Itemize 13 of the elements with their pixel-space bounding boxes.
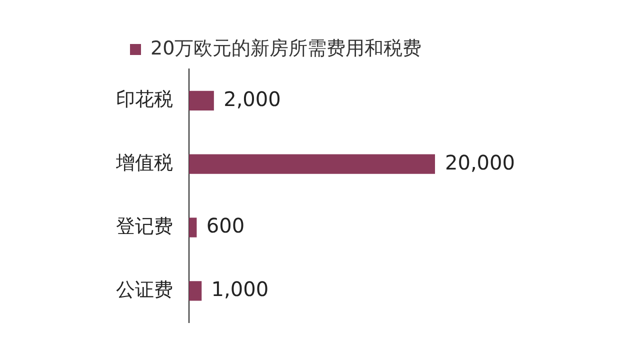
y-tick-label: 印花税 xyxy=(116,88,173,111)
bar xyxy=(189,154,435,174)
y-tick-label: 登记费 xyxy=(116,215,173,238)
data-label: 2,000 xyxy=(224,86,281,111)
legend-label: 20万欧元的新房所需费用和税费 xyxy=(150,37,422,60)
bar xyxy=(189,218,197,238)
y-tick-label: 增值税 xyxy=(115,152,173,174)
bar xyxy=(189,281,202,301)
data-label: 1,000 xyxy=(211,277,269,302)
data-label: 600 xyxy=(206,214,245,238)
bar xyxy=(189,90,214,111)
data-label: 20,000 xyxy=(445,150,515,174)
y-tick-label: 公证费 xyxy=(116,278,173,301)
